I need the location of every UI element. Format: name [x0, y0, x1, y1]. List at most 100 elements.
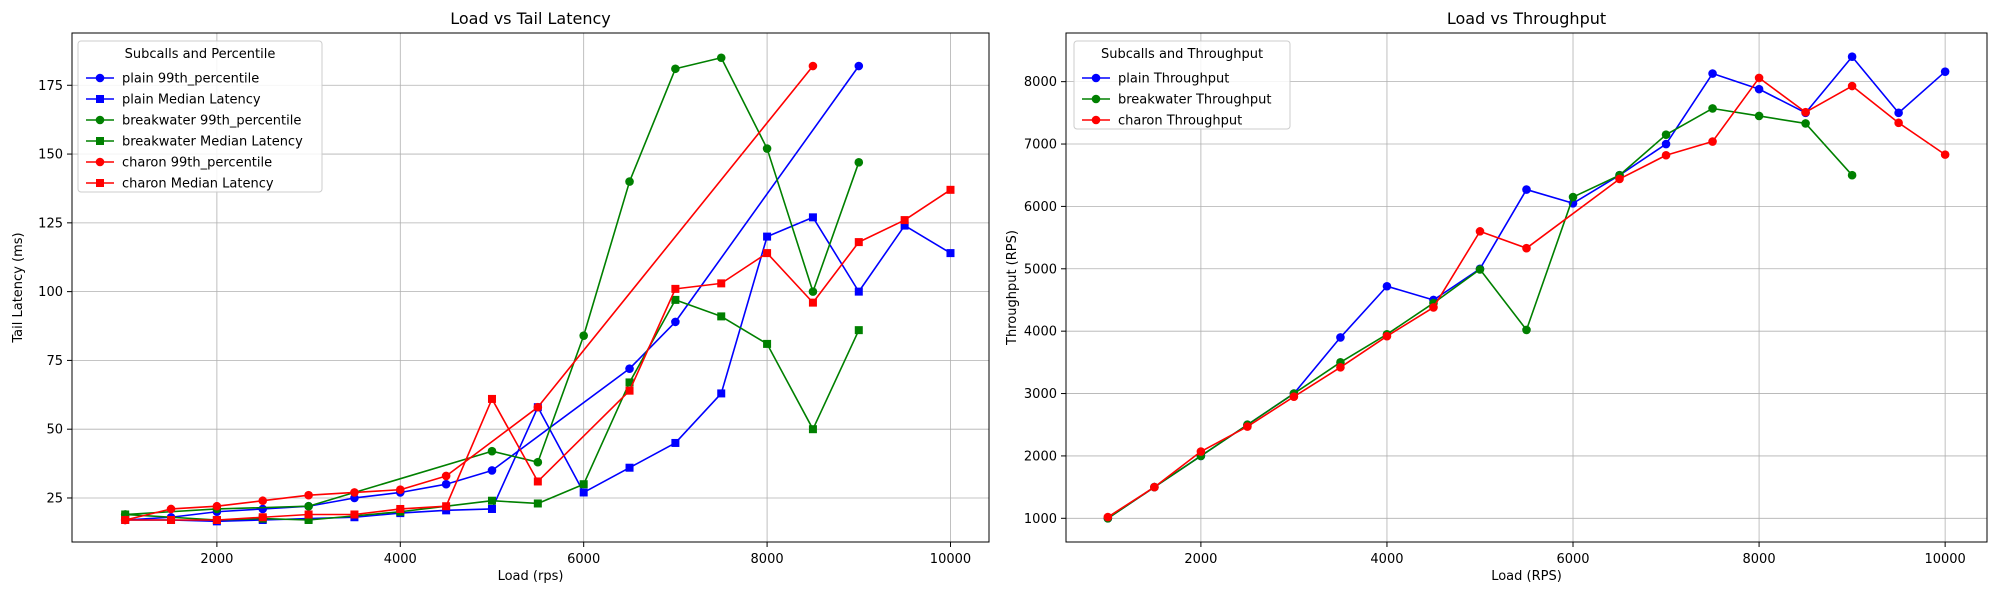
- data-point: [258, 496, 268, 506]
- legend-entry: charon 99th_percentile: [86, 156, 272, 171]
- legend-label: breakwater 99th_percentile: [122, 114, 301, 129]
- legend-title: Subcalls and Percentile: [125, 47, 276, 62]
- data-point: [1289, 392, 1299, 401]
- legend-marker: [1091, 94, 1101, 104]
- data-point: [212, 515, 221, 524]
- data-point: [1940, 150, 1950, 159]
- data-point: [671, 64, 680, 74]
- data-point: [1382, 281, 1392, 291]
- y-tick-label: 4000: [1024, 325, 1057, 340]
- x-axis-label: Load (rps): [498, 569, 564, 584]
- data-point: [304, 510, 313, 519]
- data-point: [1475, 227, 1485, 236]
- y-tick-label: 175: [38, 79, 63, 94]
- legend-entry: breakwater Median Latency: [86, 135, 303, 150]
- series-line-breakwater-99th-percentile: [125, 56, 860, 516]
- legend-label: plain Median Latency: [122, 93, 261, 108]
- data-point: [533, 457, 543, 467]
- legend-marker: [95, 73, 105, 83]
- data-point: [1522, 325, 1531, 335]
- data-point: [121, 510, 130, 519]
- data-point: [1615, 174, 1624, 184]
- data-point: [1336, 363, 1345, 372]
- data-point: [854, 238, 863, 247]
- chart-title: Load vs Tail Latency: [450, 9, 611, 28]
- data-point: [1708, 104, 1717, 113]
- data-point: [671, 438, 680, 447]
- legend-entry: plain Median Latency: [86, 93, 261, 108]
- data-point: [533, 402, 543, 412]
- data-point: [487, 446, 497, 456]
- data-point: [1708, 137, 1717, 146]
- data-point: [579, 331, 588, 340]
- data-point: [487, 466, 497, 475]
- data-point: [717, 279, 726, 288]
- data-point: [1847, 52, 1857, 62]
- legend-label: charon Median Latency: [122, 177, 274, 192]
- series-charon-median-latency: [121, 185, 955, 524]
- data-point: [487, 394, 496, 403]
- legend-entry: plain Throughput: [1082, 72, 1229, 87]
- data-point: [762, 144, 772, 153]
- x-tick-label: 10000: [930, 552, 971, 567]
- data-point: [763, 232, 772, 241]
- data-point: [166, 504, 176, 514]
- series-charon-throughput: [1103, 73, 1950, 522]
- data-point: [1568, 192, 1578, 202]
- data-point: [350, 510, 359, 519]
- series-line-charon-99th-percentile: [125, 65, 814, 521]
- legend-entry: plain 99th_percentile: [86, 72, 259, 87]
- data-point: [946, 185, 955, 194]
- data-point: [1754, 73, 1764, 83]
- y-tick-label: 50: [46, 423, 63, 438]
- plot-frame: [1065, 32, 1988, 543]
- x-tick-label: 4000: [384, 552, 417, 567]
- y-axis-label: Throughput (RPS): [1005, 230, 1020, 346]
- data-point: [487, 504, 496, 513]
- data-point: [1150, 482, 1159, 492]
- data-point: [1940, 67, 1950, 76]
- data-point: [625, 463, 634, 472]
- data-point: [716, 53, 726, 63]
- legend-entry: charon Median Latency: [86, 177, 274, 192]
- legend: Subcalls and Throughput plain Throughput b…: [1073, 40, 1291, 130]
- chart-panel-2: 2000 4000 6000 8000 10000 1000 2000 3000 4000 500…: [1005, 9, 1988, 584]
- series-breakwater-median-latency: [121, 295, 863, 524]
- data-point: [900, 216, 909, 225]
- data-point: [1336, 333, 1345, 342]
- y-axis-label: Tail Latency (ms): [11, 232, 26, 343]
- series-breakwater-throughput: [1103, 104, 1857, 523]
- y-tick-label: 7000: [1024, 138, 1057, 153]
- data-point: [395, 485, 405, 495]
- series-line-plain-median-latency: [125, 216, 951, 523]
- y-tick-label: 5000: [1024, 262, 1057, 277]
- legend-label: plain Throughput: [1118, 72, 1229, 87]
- series-line-plain-99th-percentile: [125, 65, 860, 521]
- series-line-charon-median-latency: [125, 189, 951, 521]
- data-point: [1522, 243, 1531, 253]
- x-tick-label: 2000: [1184, 552, 1217, 567]
- data-point: [763, 339, 772, 348]
- data-point: [533, 499, 542, 508]
- legend-box: [1073, 40, 1291, 130]
- legend-marker: [95, 157, 105, 167]
- data-point: [1754, 111, 1764, 121]
- data-point: [1847, 170, 1857, 180]
- legend-marker: [1091, 73, 1101, 83]
- data-point: [533, 477, 542, 486]
- y-tick-label: 125: [38, 216, 63, 231]
- data-point: [625, 364, 634, 373]
- data-point: [579, 488, 588, 497]
- data-point: [808, 298, 817, 307]
- data-point: [121, 515, 130, 524]
- data-point: [625, 177, 634, 186]
- data-point: [625, 378, 634, 387]
- legend-label: charon 99th_percentile: [122, 156, 272, 171]
- x-tick-label: 6000: [567, 552, 600, 567]
- data-point: [258, 504, 268, 514]
- y-tick-label: 75: [46, 354, 63, 369]
- y-tick-label: 150: [38, 148, 63, 163]
- data-point: [441, 471, 451, 481]
- data-point: [671, 317, 680, 327]
